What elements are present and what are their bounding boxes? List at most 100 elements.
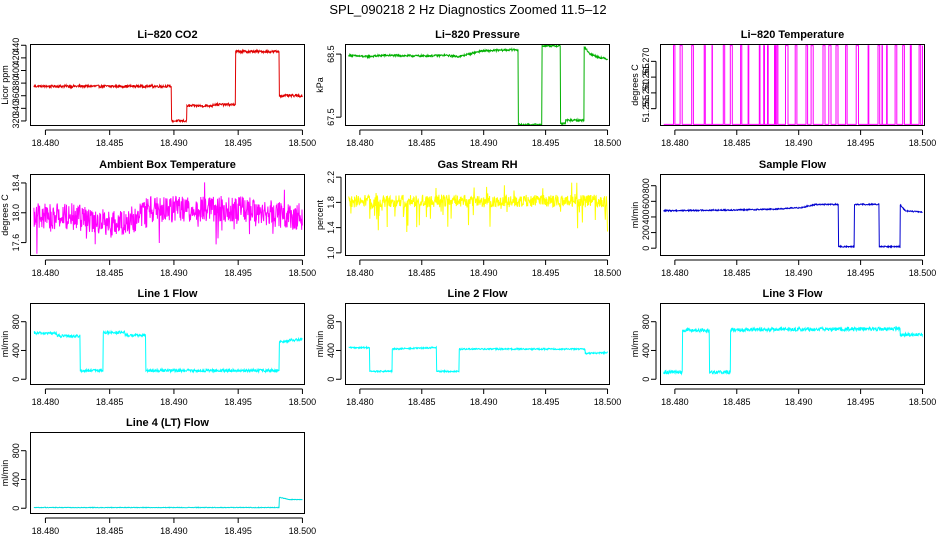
chart-title: Line 3 Flow: [763, 288, 823, 300]
y-tick-label: 340: [11, 101, 21, 116]
x-tick-label: 18.490: [160, 138, 188, 148]
x-tick-label: 18.495: [224, 268, 252, 278]
panel-line2-flow: Line 2 Flow ml/min 18.480 18.485 18.490 18.49…: [315, 288, 621, 407]
x-tick-label: 18.495: [532, 138, 560, 148]
data-series-line: [348, 44, 608, 126]
y-tick-label: 380: [11, 76, 21, 91]
x-tick-label: 18.485: [723, 138, 751, 148]
x-tick-label: 18.500: [289, 397, 317, 407]
data-series-line: [33, 182, 303, 254]
plot-frame: [30, 174, 305, 256]
y-axis-label: ml/min: [0, 460, 10, 487]
plot-frame: [345, 303, 610, 385]
y-axis-label: degrees C: [0, 194, 10, 236]
y-tick-label: 0: [641, 377, 651, 382]
y-axis-label: degrees C: [630, 64, 640, 106]
panel-gas-stream-rh: Gas Stream RH percent 18.480 18.485 18.490 18…: [315, 159, 621, 278]
y-tick-label: 68.5: [326, 45, 336, 63]
x-tick-label: 18.485: [408, 397, 436, 407]
y-tick-label: 800: [11, 314, 21, 329]
y-tick-label: 800: [641, 178, 651, 193]
x-tick-label: 18.485: [96, 268, 124, 278]
y-axis-label: ml/min: [630, 202, 640, 229]
panel-licor-temperature: Li−820 Temperature degrees C 18.480 18.485 1…: [630, 29, 936, 148]
figure-title: SPL_090218 2 Hz Diagnostics Zoomed 11.5–…: [329, 2, 607, 17]
y-tick-label: 18.4: [11, 174, 21, 192]
y-tick-label: 320: [11, 113, 21, 128]
panel-line3-flow: Line 3 Flow ml/min 18.480 18.485 18.490 18.49…: [630, 288, 936, 407]
x-tick-label: 18.500: [909, 138, 936, 148]
y-tick-label: 1.8: [326, 196, 336, 209]
x-tick-label: 18.500: [594, 268, 622, 278]
y-tick-label: 18.0: [11, 204, 21, 222]
chart-title: Li−820 Temperature: [741, 29, 844, 41]
y-tick-label: 17.6: [11, 234, 21, 252]
y-tick-label: 0: [11, 377, 21, 382]
plot-frame: [660, 303, 925, 385]
y-tick-label: 2.2: [326, 171, 336, 184]
x-tick-label: 18.485: [408, 138, 436, 148]
plot-frame: [30, 432, 305, 514]
y-tick-label: 360: [11, 88, 21, 103]
x-tick-label: 18.490: [470, 268, 498, 278]
panel-sample-flow: Sample Flow ml/min 18.480 18.485 18.490 18.49…: [630, 159, 936, 278]
x-tick-label: 18.480: [346, 268, 374, 278]
x-tick-label: 18.495: [532, 268, 560, 278]
y-tick-label: 800: [11, 443, 21, 458]
plot-frame: [660, 174, 925, 256]
y-tick-label: 200: [641, 225, 651, 240]
y-tick-label: 67.5: [326, 108, 336, 126]
panel-licor-pressure: Li−820 Pressure kPa 18.480 18.485 18.490 18.4…: [315, 29, 621, 148]
x-tick-label: 18.485: [723, 397, 751, 407]
plot-frame: [345, 174, 610, 256]
y-tick-label: 0: [11, 506, 21, 511]
panel-line1-flow: Line 1 Flow ml/min 18.480 18.485 18.490 18.49…: [0, 288, 316, 407]
y-axis-label: ml/min: [315, 331, 325, 358]
y-tick-label: 400: [11, 472, 21, 487]
x-tick-label: 18.500: [909, 397, 936, 407]
data-series-line: [348, 182, 608, 233]
x-tick-label: 18.480: [661, 268, 689, 278]
y-axis-label: percent: [315, 199, 325, 230]
x-tick-label: 18.495: [224, 397, 252, 407]
plot-frame: [30, 44, 305, 126]
x-tick-label: 18.480: [32, 138, 60, 148]
y-tick-label: 400: [11, 343, 21, 358]
data-series-line: [663, 325, 923, 376]
x-tick-label: 18.490: [470, 138, 498, 148]
y-tick-label: 0: [641, 246, 651, 251]
y-tick-label: 1.0: [326, 247, 336, 260]
x-tick-label: 18.485: [408, 268, 436, 278]
x-tick-label: 18.485: [96, 397, 124, 407]
x-tick-label: 18.495: [224, 526, 252, 536]
x-tick-label: 18.480: [661, 138, 689, 148]
x-tick-label: 18.495: [532, 397, 560, 407]
x-tick-label: 18.495: [847, 268, 875, 278]
x-tick-label: 18.480: [32, 526, 60, 536]
x-tick-label: 18.495: [847, 138, 875, 148]
x-tick-label: 18.485: [723, 268, 751, 278]
y-tick-label: 1.4: [326, 221, 336, 234]
data-series-line: [33, 329, 303, 374]
x-tick-label: 18.500: [594, 138, 622, 148]
x-tick-label: 18.480: [346, 138, 374, 148]
x-tick-label: 18.490: [160, 397, 188, 407]
x-tick-label: 18.500: [289, 138, 317, 148]
panel-ambient-box-temperature: Ambient Box Temperature degrees C 18.480 18…: [0, 159, 316, 278]
x-tick-label: 18.485: [96, 526, 124, 536]
chart-title: Line 4 (LT) Flow: [126, 417, 209, 429]
y-tick-label: 51.260: [641, 79, 651, 107]
y-tick-label: 420: [11, 50, 21, 65]
data-series-line: [663, 45, 923, 125]
y-axis-label: ml/min: [630, 331, 640, 358]
y-tick-label: 400: [641, 343, 651, 358]
chart-title: Ambient Box Temperature: [99, 159, 236, 171]
y-tick-label: 400: [326, 343, 336, 358]
chart-title: Li−820 CO2: [137, 29, 197, 41]
chart-title: Line 1 Flow: [138, 288, 198, 300]
x-tick-label: 18.480: [32, 397, 60, 407]
y-tick-label: 51.270: [641, 48, 651, 76]
panel-licor-co2: Li−820 CO2 Licor ppm 18.480 18.485 18.490 18.…: [0, 29, 316, 148]
y-tick-label: 0: [326, 377, 336, 382]
x-tick-label: 18.500: [289, 526, 317, 536]
